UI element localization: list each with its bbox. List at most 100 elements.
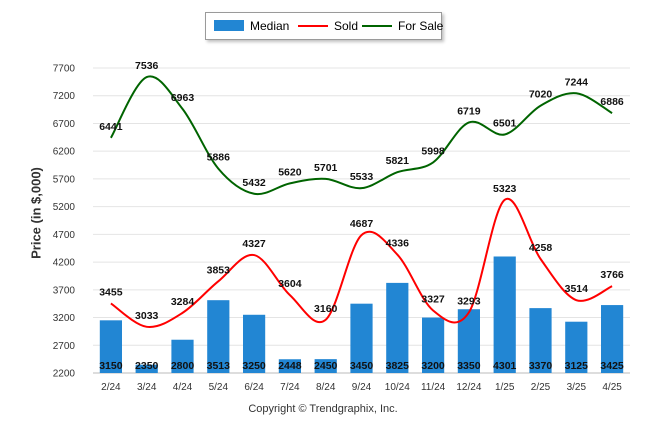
legend: Median Sold For Sale (205, 12, 443, 40)
data-label-for-sale: 5701 (314, 162, 338, 174)
data-label-sold: 3514 (565, 283, 589, 295)
bar-median (243, 314, 266, 373)
legend-label-sold: Sold (334, 19, 359, 33)
data-label-for-sale: 5998 (421, 145, 445, 157)
x-tick-label: 1/25 (495, 382, 515, 393)
bar-median (601, 305, 624, 373)
data-label-median: 3513 (207, 360, 231, 372)
bar-median (314, 359, 337, 373)
y-axis-label: Price (in $,000) (28, 167, 44, 259)
x-tick-label: 2/25 (531, 382, 551, 393)
legend-swatch-median (214, 20, 244, 31)
data-label-for-sale: 7020 (529, 89, 553, 101)
x-tick-label: 4/24 (173, 382, 193, 393)
data-label-for-sale: 6441 (99, 121, 123, 133)
y-tick-label: 4200 (53, 258, 76, 269)
data-label-median: 2800 (171, 360, 195, 372)
data-label-median: 3425 (600, 360, 624, 372)
data-label-median: 3250 (242, 360, 266, 372)
x-tick-label: 3/25 (567, 382, 587, 393)
copyright-footer: Copyright © Trendgraphix, Inc. (248, 403, 398, 415)
data-label-median: 3370 (529, 360, 553, 372)
y-tick-label: 6200 (53, 147, 76, 158)
data-label-for-sale: 6886 (600, 96, 624, 108)
x-tick-label: 10/24 (385, 382, 410, 393)
data-label-median: 2450 (314, 360, 338, 372)
data-label-for-sale: 5821 (386, 155, 410, 167)
bar-median (350, 303, 373, 373)
data-label-sold: 3853 (207, 264, 231, 276)
data-label-median: 3150 (99, 360, 123, 372)
data-label-sold: 4258 (529, 242, 553, 254)
bar-median (99, 320, 122, 373)
data-label-sold: 5323 (493, 183, 517, 195)
legend-swatch-sold (298, 25, 328, 27)
y-tick-label: 4700 (53, 230, 76, 241)
bar-median (422, 317, 445, 373)
bar-median (529, 308, 552, 373)
y-tick-label: 5200 (53, 202, 76, 213)
bar-median (386, 282, 409, 373)
data-label-sold: 3033 (135, 310, 159, 322)
data-label-median: 2350 (135, 360, 159, 372)
line-for-sale (110, 75, 613, 196)
y-tick-label: 2200 (53, 369, 76, 380)
data-label-for-sale: 5432 (242, 177, 266, 189)
x-tick-label: 6/24 (244, 382, 264, 393)
data-label-sold: 3284 (171, 296, 195, 308)
y-tick-label: 6700 (53, 119, 76, 130)
bar-median (565, 321, 588, 373)
data-label-sold: 3766 (600, 269, 624, 281)
bars-median (99, 256, 624, 373)
x-tick-label: 5/24 (209, 382, 229, 393)
x-tick-label: 2/24 (101, 382, 121, 393)
x-tick-label: 7/24 (280, 382, 300, 393)
data-label-sold: 3293 (457, 295, 481, 307)
line-sold (110, 197, 613, 328)
data-label-median: 4301 (493, 360, 517, 372)
data-label-sold: 3604 (278, 278, 302, 290)
data-label-for-sale: 6719 (457, 105, 481, 117)
y-tick-label: 7200 (53, 91, 76, 102)
data-label-sold: 4327 (242, 238, 266, 250)
data-label-median: 3125 (565, 360, 589, 372)
data-label-median: 2448 (278, 360, 302, 372)
y-ticks: 2200 2700 3200 3700 4200 4700 5200 5700 6200 6700… (53, 64, 76, 380)
data-label-sold: 3327 (421, 294, 445, 306)
x-tick-label: 9/24 (352, 382, 372, 393)
x-tick-label: 8/24 (316, 382, 336, 393)
data-label-for-sale: 5533 (350, 171, 374, 183)
bar-median (493, 256, 516, 373)
data-label-median: 3825 (386, 360, 410, 372)
y-tick-label: 3200 (53, 313, 76, 324)
x-tick-label: 4/25 (602, 382, 622, 393)
data-label-for-sale: 7536 (135, 60, 159, 72)
data-label-sold: 3160 (314, 303, 338, 315)
data-label-sold: 4336 (386, 238, 410, 250)
data-label-median: 3200 (421, 360, 445, 372)
x-tick-label: 3/24 (137, 382, 157, 393)
y-tick-label: 3700 (53, 285, 76, 296)
data-label-sold: 3455 (99, 286, 123, 298)
data-label-sold: 4687 (350, 218, 374, 230)
x-ticks: 2/24 3/24 4/24 5/24 6/24 7/24 8/24 9/24 10/24 11/… (101, 382, 622, 393)
legend-label-median: Median (250, 19, 290, 33)
bar-median (457, 309, 480, 373)
data-label-for-sale: 7244 (565, 76, 589, 88)
bar-median (278, 359, 301, 373)
data-label-for-sale: 5886 (207, 152, 231, 164)
y-tick-label: 7700 (53, 64, 76, 75)
bar-median (171, 339, 194, 373)
data-label-median: 3450 (350, 360, 374, 372)
bar-median (207, 300, 230, 373)
data-label-for-sale: 6501 (493, 117, 517, 129)
data-labels: 3150 2350 2800 3513 3250 2448 2450 3450 3825 3200… (99, 60, 624, 372)
x-tick-label: 11/24 (421, 382, 446, 393)
y-tick-label: 2700 (53, 341, 76, 352)
data-label-median: 3350 (457, 360, 481, 372)
lines (110, 75, 613, 328)
bar-median (135, 364, 158, 373)
data-label-for-sale: 5620 (278, 166, 302, 178)
data-label-for-sale: 6963 (171, 92, 195, 104)
